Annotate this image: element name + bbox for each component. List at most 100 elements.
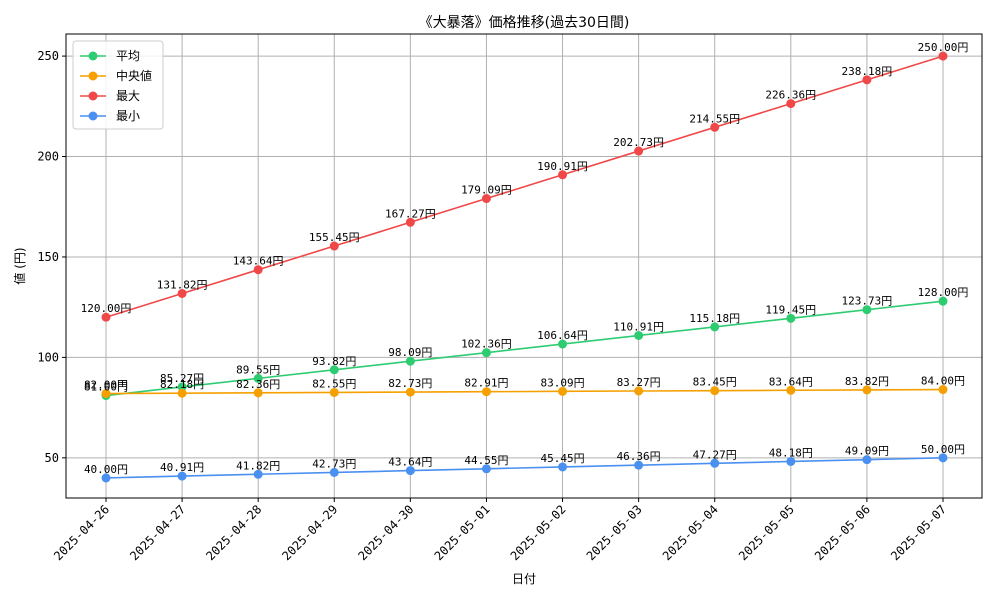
data-label: 49.09円 [845, 445, 889, 458]
data-point [862, 385, 872, 395]
series-line [105, 457, 944, 479]
data-point [481, 387, 491, 397]
data-point [710, 122, 720, 132]
data-point [862, 455, 872, 465]
data-label: 45.45円 [540, 452, 584, 465]
data-label: 83.45円 [693, 376, 737, 389]
data-point [558, 386, 568, 396]
data-label: 82.00円 [84, 379, 128, 392]
data-label: 226.36円 [765, 89, 816, 102]
data-point [634, 460, 644, 470]
data-label: 190.91円 [537, 160, 588, 173]
data-point [558, 339, 568, 349]
data-label: 238.18円 [842, 65, 893, 78]
data-point [253, 388, 263, 398]
legend-label: 最小 [116, 109, 140, 123]
x-tick-label: 2025-05-04 [660, 502, 721, 563]
data-point [481, 348, 491, 358]
data-point [329, 365, 339, 375]
data-point [786, 456, 796, 466]
data-point [938, 296, 948, 306]
data-label: 82.36円 [236, 378, 280, 391]
data-label: 202.73円 [613, 136, 664, 149]
legend-box [72, 40, 164, 130]
data-point [405, 217, 415, 227]
data-point [253, 265, 263, 275]
data-label: 43.64円 [388, 456, 432, 469]
data-label: 42.73円 [312, 457, 356, 470]
data-label: 85.27円 [160, 372, 204, 385]
grid [66, 34, 982, 498]
series-layer [101, 51, 948, 483]
data-point [710, 458, 720, 468]
data-point [634, 146, 644, 156]
data-point [329, 467, 339, 477]
data-label: 123.73円 [842, 295, 893, 308]
data-label: 48.18円 [769, 446, 813, 459]
data-point [558, 170, 568, 180]
data-label: 250.00円 [918, 41, 969, 54]
legend-label: 平均 [116, 49, 140, 63]
data-label: 82.73円 [388, 377, 432, 390]
data-label: 110.91円 [613, 320, 664, 333]
data-label: 102.36円 [461, 338, 512, 351]
legend-label: 最大 [116, 89, 140, 103]
data-labels: 81.00円 85.27円 89.55円 93.82円 98.09円 102.36円 106… [81, 41, 969, 476]
data-point [558, 462, 568, 472]
legend-marker [88, 51, 98, 61]
data-label: 83.27円 [617, 376, 661, 389]
data-label: 82.55円 [312, 377, 356, 390]
data-label: 106.64円 [537, 329, 588, 342]
data-label: 120.00円 [81, 302, 132, 315]
data-label: 82.91円 [464, 377, 508, 390]
x-tick-label: 2025-05-07 [888, 502, 949, 563]
x-tick-label: 2025-04-29 [279, 502, 340, 563]
x-tick-label: 2025-04-26 [51, 502, 112, 563]
data-label: 83.09円 [540, 376, 584, 389]
data-point [786, 385, 796, 395]
x-axis-title: 日付 [512, 572, 536, 586]
data-point [634, 386, 644, 396]
data-point [405, 387, 415, 397]
x-tick-label: 2025-05-03 [584, 502, 645, 563]
y-tick-label: 200 [37, 150, 59, 164]
data-label: 179.09円 [461, 184, 512, 197]
data-label: 115.18円 [689, 312, 740, 325]
data-label: 82.18円 [160, 378, 204, 391]
x-tick-label: 2025-04-28 [203, 502, 264, 563]
data-point [101, 389, 111, 399]
data-point [634, 330, 644, 340]
data-point [177, 388, 187, 398]
data-point [710, 386, 720, 396]
y-tick-label: 150 [37, 250, 59, 264]
data-label: 41.82円 [236, 459, 280, 472]
data-point [938, 51, 948, 61]
data-point [938, 385, 948, 395]
data-label: 98.09円 [388, 346, 432, 359]
x-tick-label: 2025-05-05 [736, 502, 797, 563]
data-point [177, 288, 187, 298]
data-label: 40.00円 [84, 463, 128, 476]
data-point [329, 387, 339, 397]
data-point [253, 469, 263, 479]
y-tick-label: 50 [45, 451, 59, 465]
data-label: 84.00円 [921, 375, 965, 388]
data-point [253, 373, 263, 383]
data-label: 46.36円 [617, 450, 661, 463]
data-point [938, 453, 948, 463]
data-label: 128.00円 [918, 286, 969, 299]
data-label: 89.55円 [236, 363, 280, 376]
x-tick-label: 2025-05-02 [508, 502, 569, 563]
legend-marker [88, 111, 98, 121]
series-line [105, 300, 944, 397]
x-tick-label: 2025-05-06 [812, 502, 873, 563]
data-label: 143.64円 [233, 255, 284, 268]
data-label: 50.00円 [921, 443, 965, 456]
chart-title: 《大暴落》価格推移(過去30日間) [419, 15, 630, 31]
data-point [329, 241, 339, 251]
data-point [862, 75, 872, 85]
data-label: 44.55円 [464, 454, 508, 467]
y-tick-label: 100 [37, 350, 59, 364]
